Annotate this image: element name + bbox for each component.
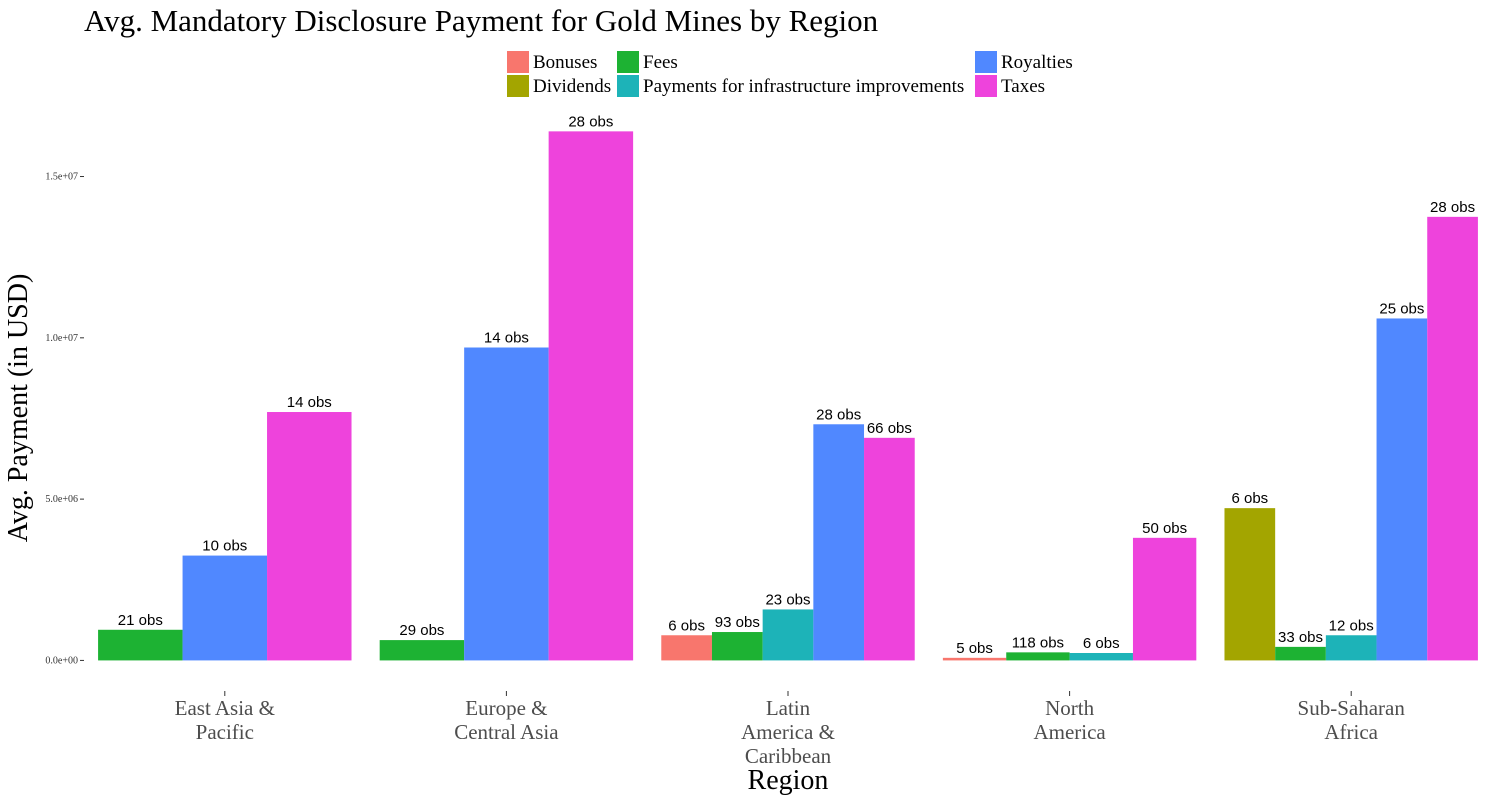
chart-title: Avg. Mandatory Disclosure Payment for Go… [84, 3, 879, 38]
legend-swatch-taxes [975, 75, 997, 97]
legend-label: Bonuses [533, 52, 597, 73]
bar-data-label: 33 obs [1278, 629, 1323, 646]
bar-dividends [1224, 508, 1276, 661]
y-tick-label: 0.0e+00 [45, 655, 78, 666]
bar-data-label: 12 obs [1329, 617, 1374, 634]
x-axis-label: Region [748, 765, 829, 796]
y-tick-label: 5.0e+06 [45, 494, 78, 505]
y-axis-label: Avg. Payment (in USD) [3, 274, 34, 543]
bar-royalties [1376, 318, 1428, 661]
x-tick-label: Latin America & Caribbean [741, 696, 835, 768]
x-tick-label: Sub-Saharan Africa [1298, 696, 1406, 744]
y-axis: 0.0e+00 5.0e+06 1.0e+07 1.5e+07 [45, 172, 84, 666]
legend-item-royalties: Royalties [975, 51, 1073, 73]
bar-royalties [464, 347, 549, 661]
legend-item-fees: Fees [617, 51, 678, 73]
legend-label: Payments for infrastructure improvements [643, 76, 964, 97]
bar-data-label: 29 obs [399, 622, 444, 639]
legend-swatch-dividends [507, 75, 529, 97]
bar-data-label: 28 obs [1430, 199, 1475, 216]
x-tick-label: East Asia & Pacific [175, 696, 275, 744]
bar-data-label: 6 obs [1231, 490, 1268, 507]
legend-swatch-payments-for-infrastructure-improvements [617, 75, 639, 97]
bar-payments-for-infrastructure-improvements [762, 609, 814, 661]
bar-fees [1275, 646, 1326, 661]
legend-item-taxes: Taxes [975, 75, 1045, 97]
bar-taxes [1427, 216, 1478, 661]
x-axis: East Asia & Pacific Europe & Central Asia La… [175, 691, 1406, 768]
bar-fees [711, 632, 763, 661]
bar-data-label: 66 obs [867, 420, 912, 437]
bar-taxes [864, 437, 915, 661]
bar-data-label: 93 obs [715, 614, 760, 631]
x-tick-label: Europe & Central Asia [454, 696, 559, 744]
bar-data-label: 6 obs [1083, 635, 1120, 652]
legend-item-bonuses: Bonuses [507, 51, 597, 73]
bar-fees [1006, 652, 1070, 661]
bar-labels: 21 obs 10 obs 14 obs 29 obs 14 obs 28 obs 6 ob… [118, 113, 1475, 656]
bar-fees [98, 629, 183, 661]
y-tick-label: 1.5e+07 [45, 172, 78, 183]
bar-data-label: 5 obs [956, 640, 993, 657]
legend-label: Dividends [533, 76, 611, 97]
legend-item-dividends: Dividends [507, 75, 611, 97]
legend-item-payments-for-infrastructure-improvements: Payments for infrastructure improvements [617, 75, 964, 97]
bar-taxes [548, 131, 634, 661]
bar-data-label: 118 obs [1012, 634, 1064, 651]
bar-taxes [267, 412, 352, 661]
bar-fees [379, 640, 465, 661]
legend-swatch-bonuses [507, 51, 529, 73]
legend-swatch-fees [617, 51, 639, 73]
y-tick-label: 1.0e+07 [45, 333, 78, 344]
bars [98, 131, 1478, 661]
bar-royalties [182, 555, 268, 661]
chart-legend: Bonuses Dividends Fees Payments for infrast… [507, 51, 1073, 97]
legend-label: Fees [643, 52, 678, 73]
bar-data-label: 23 obs [765, 591, 810, 608]
legend-swatch-royalties [975, 51, 997, 73]
bar-data-label: 6 obs [668, 617, 705, 634]
bar-data-label: 10 obs [202, 538, 247, 555]
bar-royalties [813, 424, 865, 661]
x-tick-label: North America [1033, 696, 1106, 744]
bar-data-label: 28 obs [816, 406, 861, 423]
bar-data-label: 25 obs [1379, 300, 1424, 317]
bar-taxes [1132, 537, 1197, 661]
bar-data-label: 50 obs [1142, 520, 1187, 537]
bar-payments-for-infrastructure-improvements [1325, 635, 1377, 661]
bar-bonuses [661, 635, 712, 661]
bar-data-label: 21 obs [118, 612, 163, 629]
legend-label: Taxes [1001, 76, 1045, 97]
bar-bonuses [942, 657, 1007, 661]
bar-data-label: 28 obs [568, 113, 613, 130]
bar-payments-for-infrastructure-improvements [1069, 652, 1133, 661]
bar-data-label: 14 obs [287, 394, 332, 411]
legend-label: Royalties [1001, 52, 1073, 73]
bar-data-label: 14 obs [484, 329, 529, 346]
